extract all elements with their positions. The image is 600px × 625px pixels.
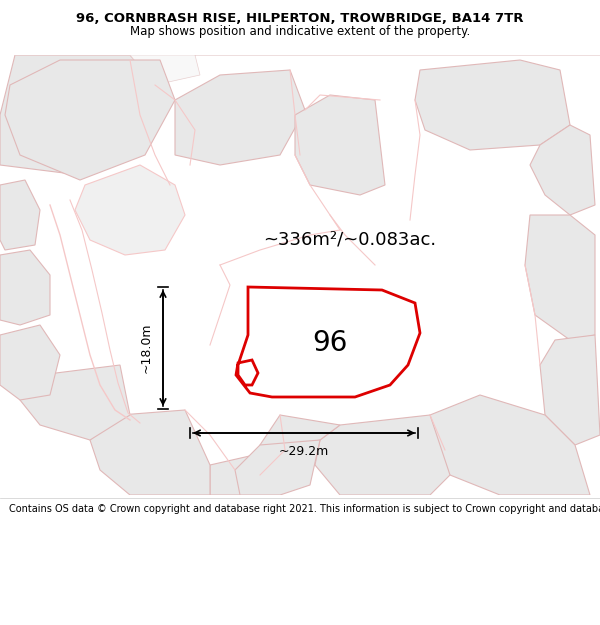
Text: ~336m²/~0.083ac.: ~336m²/~0.083ac. <box>263 231 437 249</box>
Polygon shape <box>420 395 590 495</box>
Polygon shape <box>415 60 570 150</box>
Polygon shape <box>90 410 210 495</box>
Text: Contains OS data © Crown copyright and database right 2021. This information is : Contains OS data © Crown copyright and d… <box>9 504 600 514</box>
Text: ~29.2m: ~29.2m <box>279 445 329 458</box>
Polygon shape <box>15 55 600 85</box>
Polygon shape <box>530 125 595 215</box>
Polygon shape <box>525 215 595 340</box>
Polygon shape <box>0 55 155 175</box>
Polygon shape <box>260 303 390 391</box>
Text: 96, CORNBRASH RISE, HILPERTON, TROWBRIDGE, BA14 7TR: 96, CORNBRASH RISE, HILPERTON, TROWBRIDG… <box>76 12 524 25</box>
Polygon shape <box>5 60 175 180</box>
Polygon shape <box>75 165 185 255</box>
Polygon shape <box>235 440 320 495</box>
Polygon shape <box>210 415 340 495</box>
Polygon shape <box>236 287 420 397</box>
Text: 96: 96 <box>313 329 347 357</box>
Polygon shape <box>0 325 60 400</box>
Polygon shape <box>0 250 50 325</box>
Polygon shape <box>315 415 450 495</box>
Text: Map shows position and indicative extent of the property.: Map shows position and indicative extent… <box>130 26 470 39</box>
Polygon shape <box>295 95 385 195</box>
Polygon shape <box>175 70 305 165</box>
Text: ~18.0m: ~18.0m <box>140 322 153 373</box>
Polygon shape <box>20 365 130 440</box>
Polygon shape <box>0 180 40 250</box>
Polygon shape <box>540 335 600 445</box>
